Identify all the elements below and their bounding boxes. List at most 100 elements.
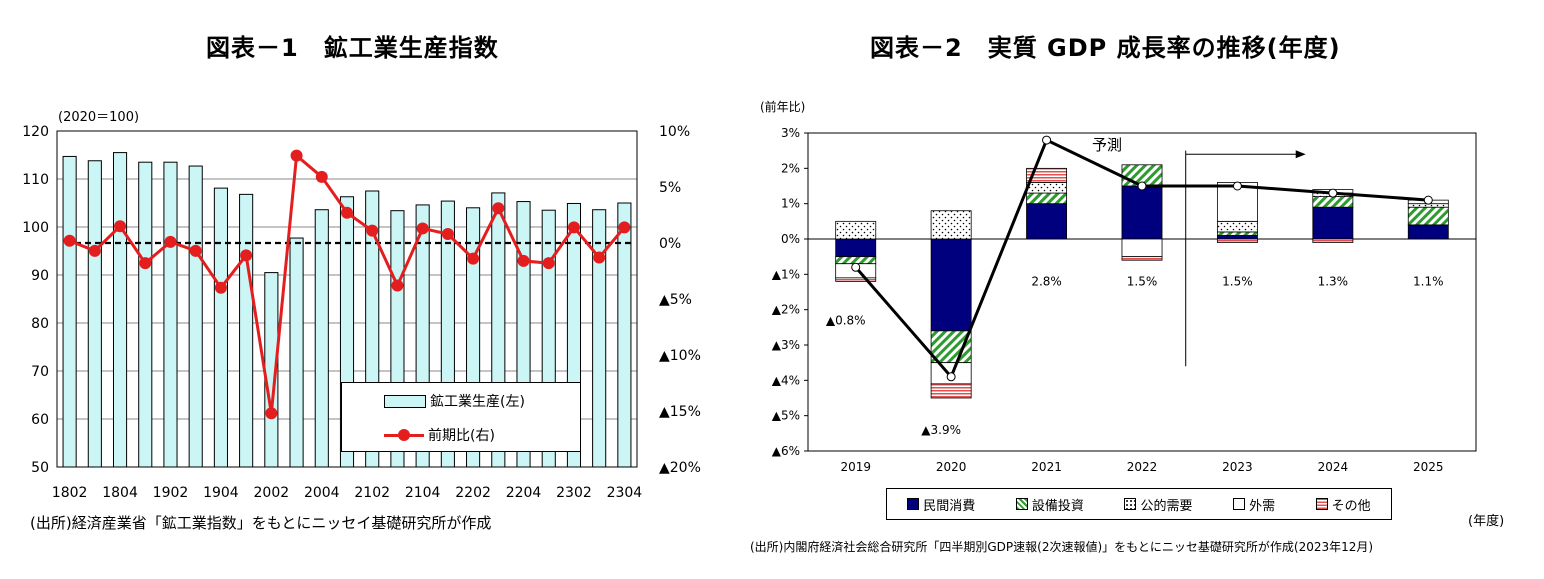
legend-label: 民間消費 (923, 498, 976, 514)
x-tick-label: 2025 (1413, 460, 1444, 474)
growth-point (1042, 135, 1052, 145)
gdp-growth-chart: 3% 2% 1% 0% ▲1% ▲2% ▲3% ▲4% ▲5% ▲6% 2019 2020 2021 20… (772, 126, 1477, 474)
qoq-point (517, 254, 530, 267)
private-consumption-segment (1216, 235, 1258, 240)
capex-segment (1407, 206, 1449, 226)
left-y-tick-label: 80 (31, 316, 49, 332)
private-consumption-segment (1312, 206, 1354, 240)
legend-item-other: その他 (1315, 495, 1371, 514)
production-bar (138, 161, 153, 468)
production-bar (239, 193, 254, 468)
y-tick-label: ▲5% (772, 409, 800, 423)
qoq-point (88, 244, 101, 257)
right-y-tick-label: 0% (659, 236, 681, 252)
private-consumption-segment (1026, 203, 1068, 240)
right-y-tick-label: ▲10% (659, 348, 701, 364)
legend-swatch (1124, 498, 1137, 510)
private-consumption-segment (835, 238, 877, 258)
right-y-tick-label: 10% (659, 124, 690, 140)
growth-data-label: ▲0.8% (826, 313, 866, 327)
qoq-point (416, 222, 429, 235)
public-demand-segment (930, 210, 972, 240)
left-y-tick-label: 60 (31, 412, 49, 428)
other-segment (835, 277, 877, 282)
growth-data-label: 1.3% (1318, 274, 1349, 288)
capex-segment (1312, 196, 1354, 208)
growth-data-label: 2.8% (1031, 274, 1062, 288)
growth-point (1328, 188, 1338, 198)
qoq-point (542, 257, 555, 270)
production-bar (289, 237, 304, 468)
x-tick-label: 2024 (1318, 460, 1349, 474)
right-chart-title: 図表－2 実質 GDP 成長率の推移(年度) (870, 34, 1341, 62)
y-tick-label: 1% (781, 197, 800, 211)
x-tick-label: 2202 (455, 485, 491, 501)
growth-point (1423, 195, 1433, 205)
x-tick-label: 1904 (203, 485, 239, 501)
left-unit-label: (2020＝100) (58, 110, 140, 125)
legend-label: 公的需要 (1140, 498, 1193, 514)
legend-item-net-exports: 外需 (1233, 495, 1275, 514)
legend-swatch (1315, 498, 1328, 510)
private-consumption-segment (930, 238, 972, 332)
forecast-arrow-head (1295, 150, 1306, 159)
public-demand-segment (1216, 220, 1258, 233)
legend-label-qoq: 前期比(右) (428, 428, 495, 444)
right-xunit-label: (年度) (1468, 514, 1505, 529)
growth-data-label: 1.5% (1127, 274, 1158, 288)
gdp-growth-panel: 図表－2 実質 GDP 成長率の推移(年度) (前年比) 3% 2% 1% 0% ▲1%… (740, 0, 1544, 579)
qoq-point (341, 206, 353, 219)
x-tick-label: 2104 (405, 485, 441, 501)
qoq-point (593, 251, 606, 264)
production-bar (87, 160, 102, 468)
x-tick-label: 2102 (354, 485, 390, 501)
right-y-tick-label: ▲15% (659, 404, 701, 420)
legend-swatch (907, 498, 920, 510)
left-source-note: (出所)経済産業省「鉱工業指数」をもとにニッセイ基礎研究所が作成 (30, 514, 492, 532)
qoq-point (618, 221, 631, 234)
left-chart-title: 図表－1 鉱工業生産指数 (206, 34, 499, 62)
qoq-point (139, 257, 152, 270)
public-demand-segment (835, 220, 877, 240)
x-tick-label: 2304 (607, 485, 643, 501)
x-tick-label: 2022 (1127, 460, 1158, 474)
production-bar (314, 209, 329, 468)
other-segment (930, 383, 972, 399)
production-bar (163, 161, 178, 468)
x-tick-label: 2002 (254, 485, 290, 501)
qoq-point (366, 224, 379, 237)
production-bar (592, 209, 607, 468)
right-y-tick-label: ▲5% (659, 292, 692, 308)
capex-segment (1026, 192, 1068, 205)
capex-segment (1216, 231, 1258, 236)
production-bar (62, 155, 77, 468)
industrial-production-chart: 120 110 100 90 80 70 60 50 10% 5% 0% ▲5% ▲10% ▲15% ▲20… (22, 124, 701, 501)
qoq-point (567, 221, 580, 234)
growth-point (1232, 181, 1242, 191)
y-tick-label: 3% (781, 126, 800, 140)
growth-point (1137, 181, 1147, 191)
other-segment (1121, 256, 1163, 261)
public-demand-segment (1026, 182, 1068, 194)
private-consumption-segment (1407, 224, 1449, 240)
qoq-point (391, 279, 404, 292)
x-tick-label: 2004 (304, 485, 340, 501)
legend-item-public-demand: 公的需要 (1124, 495, 1192, 514)
right-y-tick-label: 5% (659, 180, 681, 196)
legend-item-private-consumption: 民間消費 (907, 495, 975, 514)
y-tick-label: 2% (781, 161, 800, 175)
legend-label: 設備投資 (1031, 498, 1084, 514)
left-y-tick-label: 120 (22, 124, 49, 140)
legend-line-swatch (384, 429, 424, 441)
production-bar (213, 187, 228, 468)
legend-label: その他 (1331, 498, 1371, 514)
growth-data-label: 1.5% (1222, 274, 1253, 288)
x-tick-label: 2302 (556, 485, 592, 501)
legend-label: 外需 (1249, 498, 1276, 514)
qoq-point (114, 220, 127, 233)
x-tick-label: 2021 (1031, 460, 1062, 474)
qoq-point (467, 252, 480, 265)
y-tick-label: ▲3% (772, 338, 800, 352)
right-y-tick-label: ▲20% (659, 460, 701, 476)
growth-point (946, 372, 956, 382)
